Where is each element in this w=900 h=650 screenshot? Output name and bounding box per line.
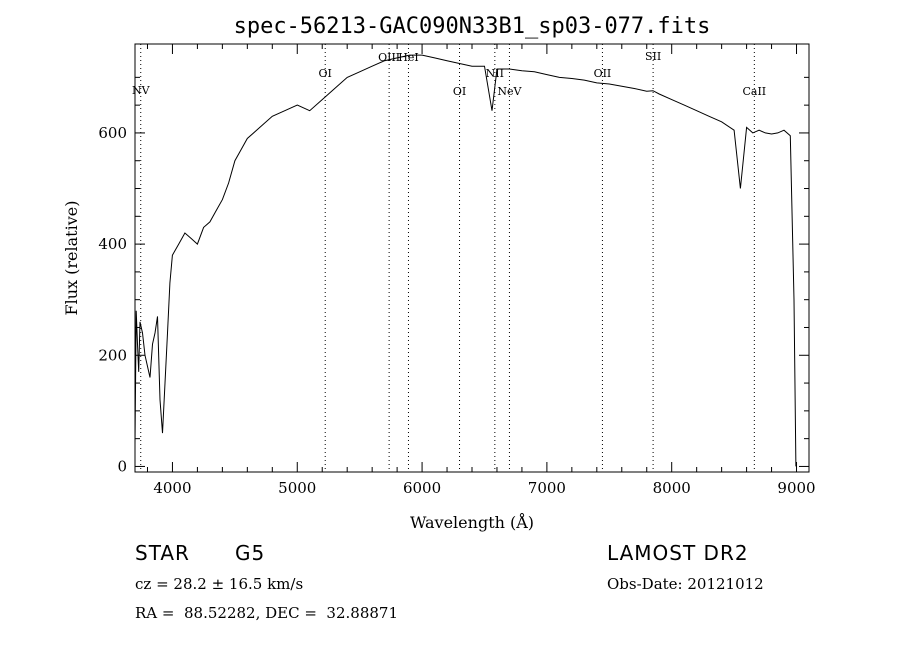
line-label: OI xyxy=(319,67,332,80)
emission-line-markers xyxy=(140,44,755,472)
chart-title: spec-56213-GAC090N33B1_sp03-077.fits xyxy=(234,14,711,39)
x-tick-label: 6000 xyxy=(403,479,441,497)
plot-frame xyxy=(134,43,810,473)
spectrum-series-line xyxy=(134,54,797,467)
y-tick-label: 600 xyxy=(98,124,127,142)
line-label: SII xyxy=(645,50,661,63)
obs-date-text: Obs-Date: 20121012 xyxy=(607,575,764,593)
y-axis-label: Flux (relative) xyxy=(62,201,81,316)
line-label: OI xyxy=(453,85,466,98)
x-tick-label: 5000 xyxy=(278,479,316,497)
line-label: OIII xyxy=(378,51,400,64)
line-label: NeV xyxy=(497,85,522,98)
x-tick-label: 7000 xyxy=(528,479,566,497)
object-subclass: G5 xyxy=(235,541,266,565)
x-tick-label: 8000 xyxy=(653,479,691,497)
object-class: STAR xyxy=(135,541,190,565)
y-tick-label: 0 xyxy=(117,457,127,475)
tick-labels: 4000 5000 6000 7000 8000 9000 0 200 400 600 xyxy=(98,124,815,497)
axis-ticks xyxy=(135,44,809,472)
line-label: HeI xyxy=(398,51,418,64)
redshift-text: cz = 28.2 ± 16.5 km/s xyxy=(135,575,304,593)
line-label: CaII xyxy=(742,85,766,98)
line-label: NII xyxy=(486,67,504,80)
y-tick-label: 400 xyxy=(98,235,127,253)
x-tick-label: 9000 xyxy=(777,479,815,497)
x-tick-label: 4000 xyxy=(153,479,191,497)
line-label: OII xyxy=(594,67,612,80)
x-axis-label: Wavelength (Å) xyxy=(410,512,534,532)
coordinates-text: RA = 88.52282, DEC = 32.88871 xyxy=(135,604,399,622)
survey-name: LAMOST DR2 xyxy=(607,541,749,565)
y-tick-label: 200 xyxy=(98,346,127,364)
line-label: NV xyxy=(132,84,151,97)
